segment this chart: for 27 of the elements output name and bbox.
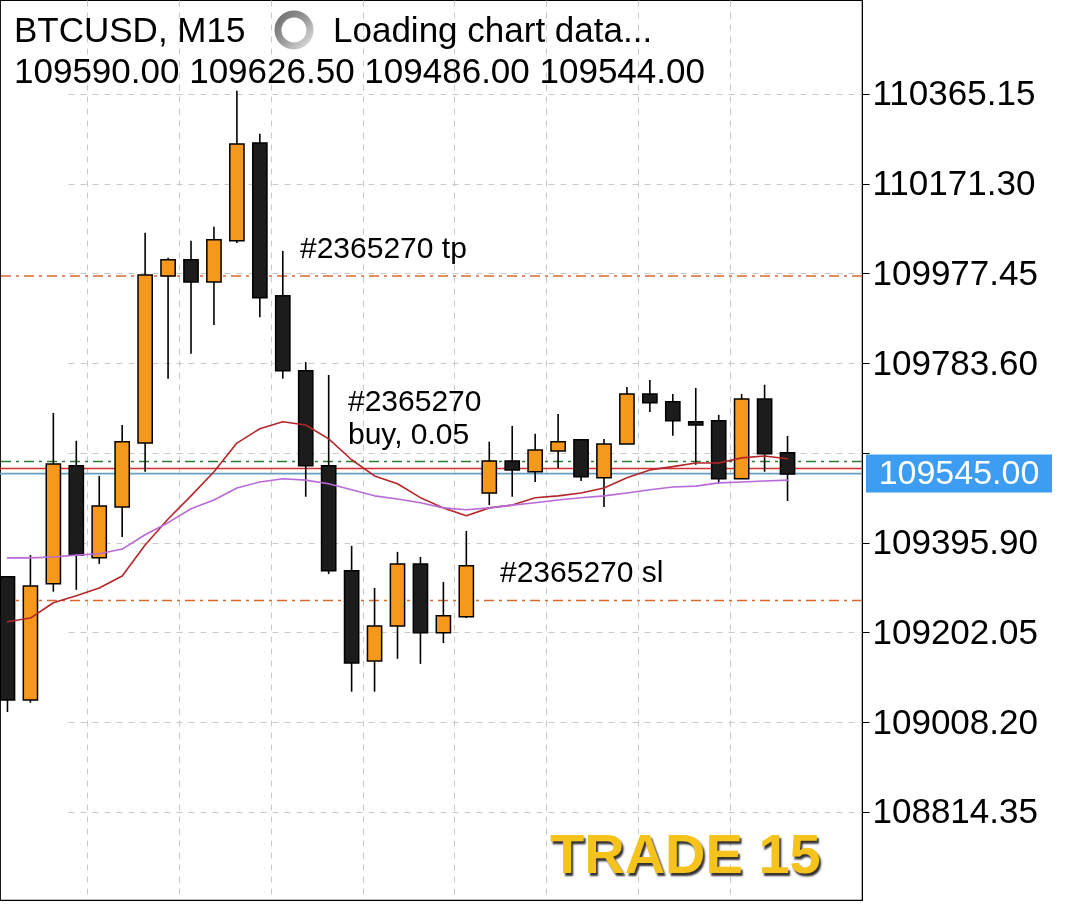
candlestick xyxy=(435,581,452,644)
candlestick xyxy=(550,413,566,469)
candlestick xyxy=(687,387,704,466)
candlestick xyxy=(504,425,521,498)
y-tick-label: 108814.35 xyxy=(872,791,1038,831)
y-tick-label: 109977.45 xyxy=(872,252,1038,292)
ref-line-label: #2365270 sl xyxy=(500,555,664,589)
y-tick-label: 110365.15 xyxy=(872,73,1036,113)
y-tick-label: 109783.60 xyxy=(872,342,1038,382)
candlestick xyxy=(527,433,544,483)
line-series xyxy=(6,477,789,559)
text: 109590.00 109626.50 109486.00 109544.00 xyxy=(14,51,705,90)
candlestick xyxy=(664,393,681,437)
ref-line-label: #2365270 buy, 0.05 xyxy=(348,383,482,450)
y-tick-label: 109008.20 xyxy=(872,701,1038,741)
ref-line-label: #2365270 tp xyxy=(300,230,467,264)
annotation: Loading chart data... xyxy=(333,10,653,49)
chart-title: BTCUSD, M15 xyxy=(14,10,246,49)
candlestick xyxy=(779,435,796,502)
annotation: TRADE 15 xyxy=(550,822,821,885)
candlestick xyxy=(183,239,199,355)
y-tick-label: 110171.30 xyxy=(872,163,1036,203)
ref-line-label: 109545.00 xyxy=(878,452,1040,491)
y-tick-label: 109202.05 xyxy=(872,611,1038,651)
y-tick-label: 109395.90 xyxy=(872,522,1038,562)
candlestick xyxy=(642,379,658,413)
candlestick xyxy=(160,257,176,380)
